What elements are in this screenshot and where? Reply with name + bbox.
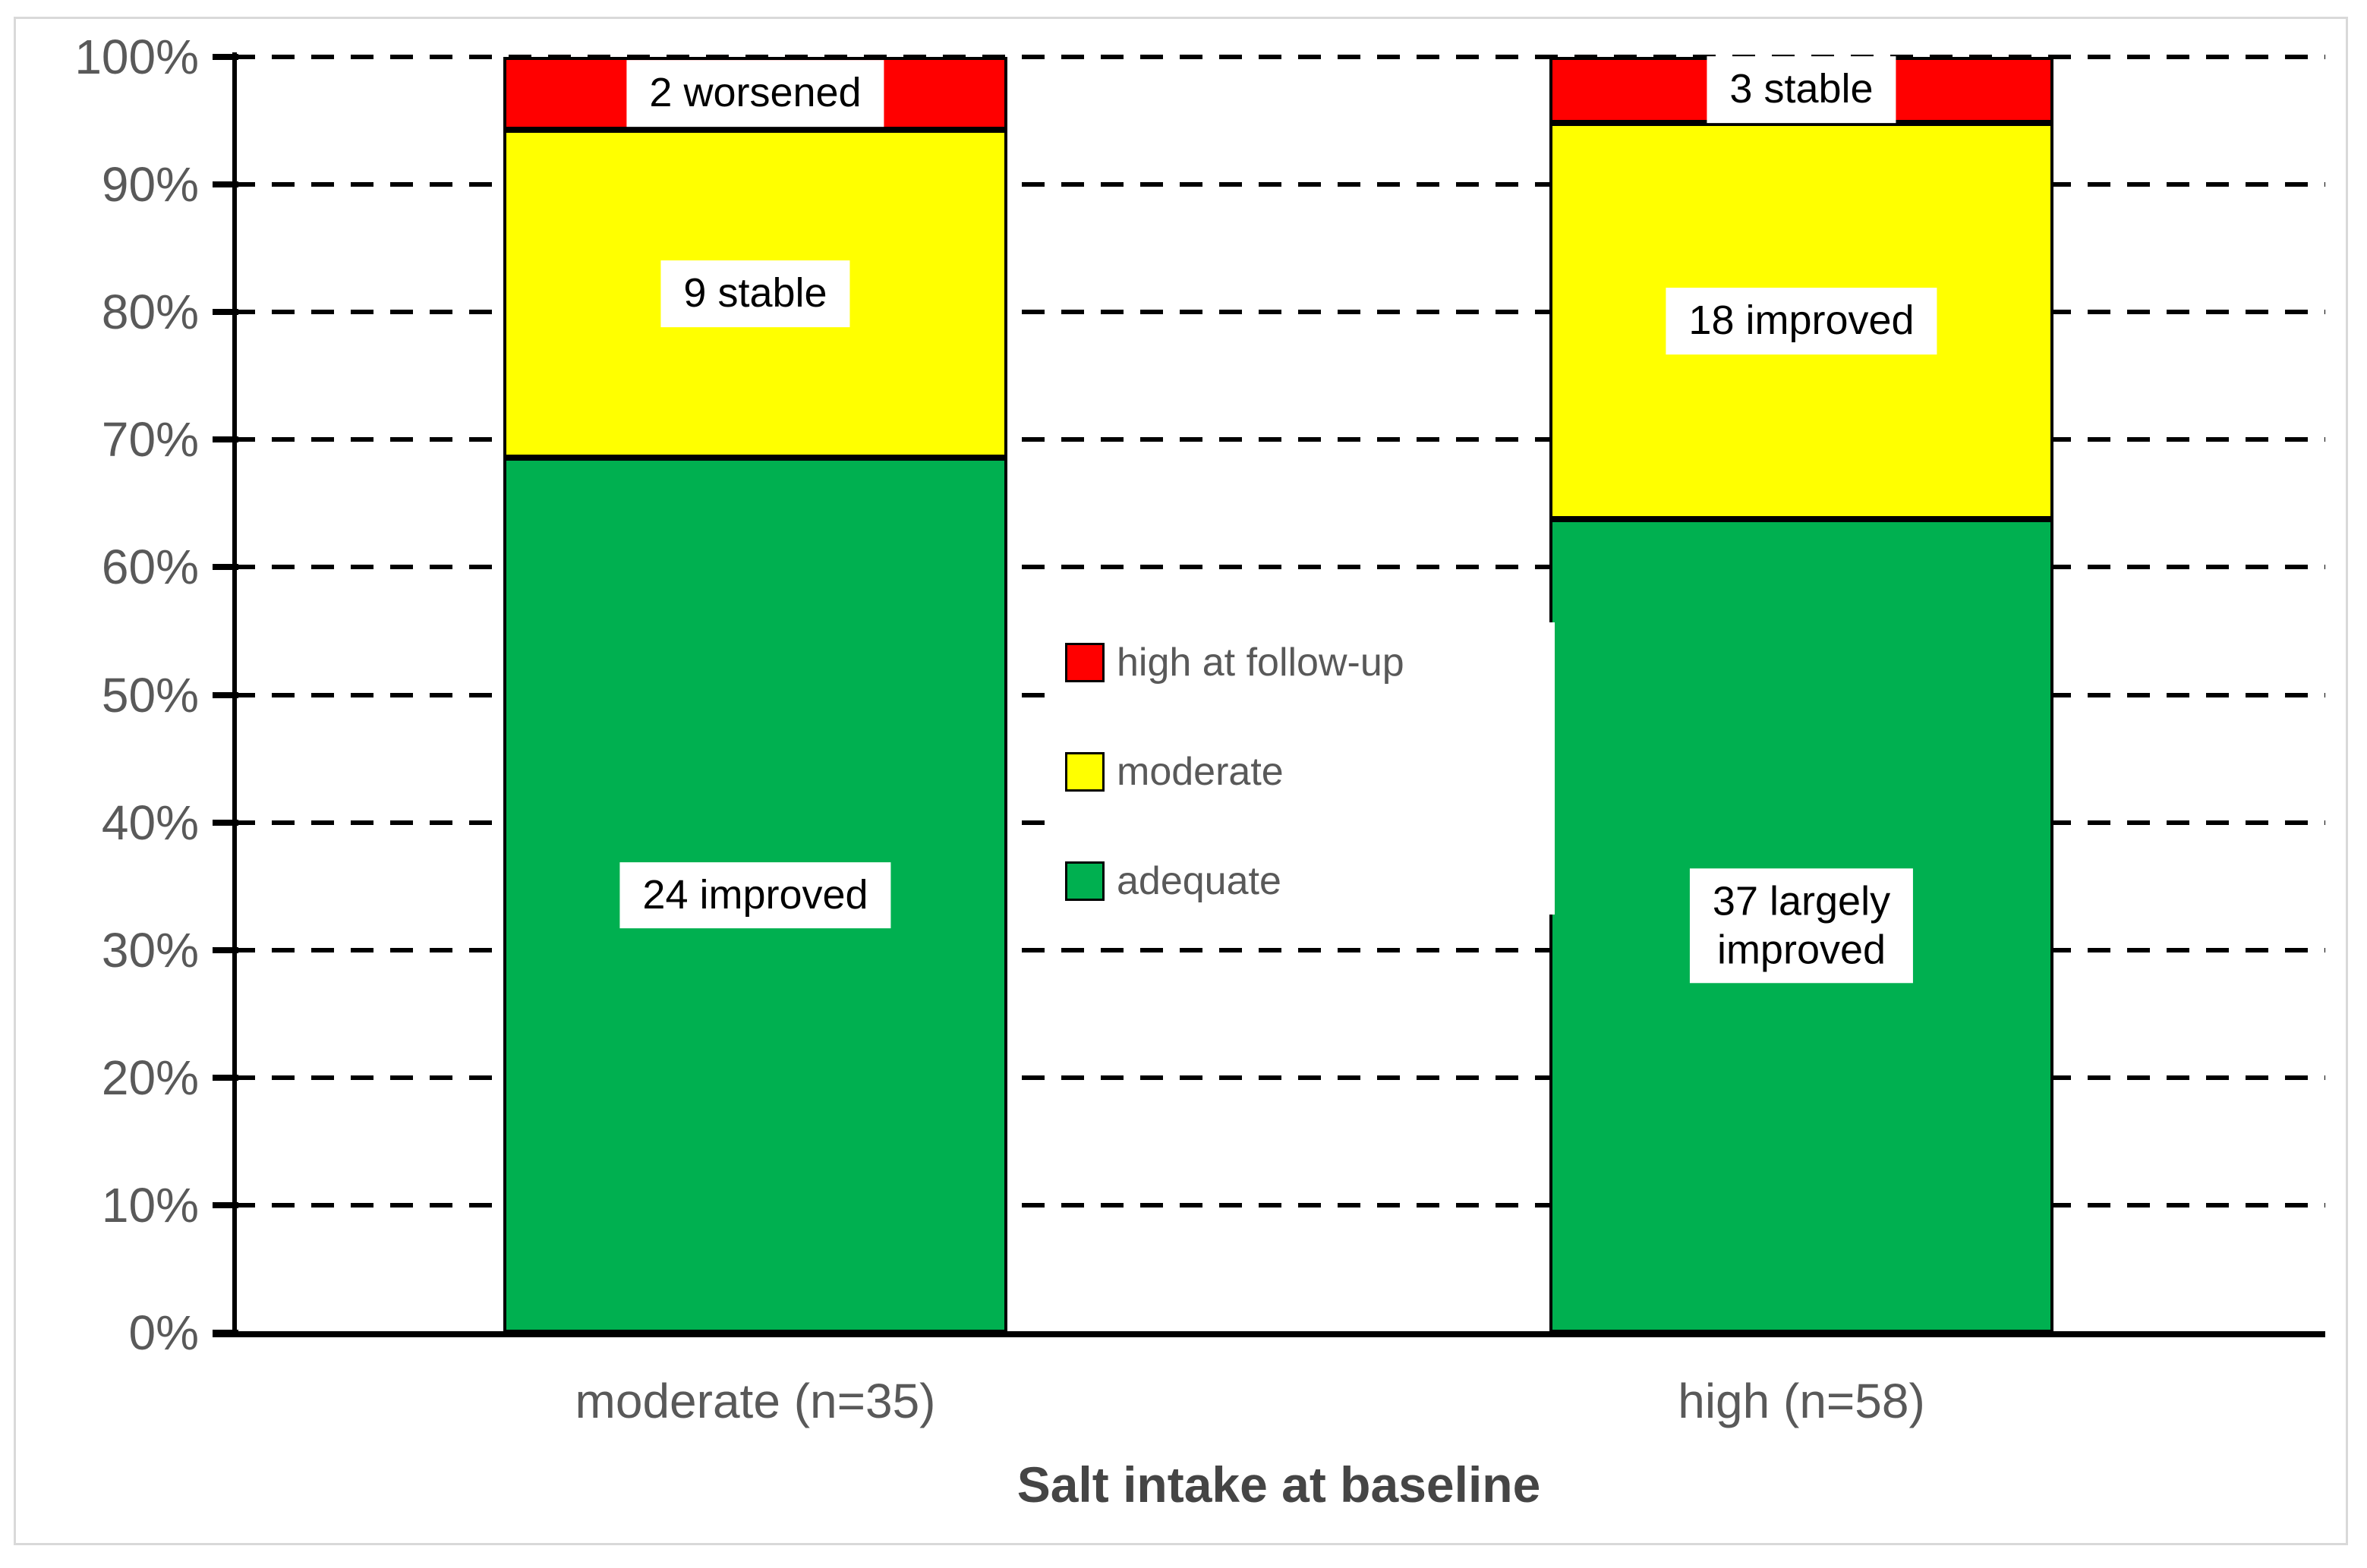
y-tick-label-50: 50% bbox=[101, 667, 199, 723]
y-tick-label-30: 30% bbox=[101, 922, 199, 978]
gridline-70 bbox=[232, 437, 2325, 442]
legend-label: high at follow-up bbox=[1117, 641, 1404, 685]
segment-label-high-at-follow-up-1: 3 stable bbox=[1707, 56, 1896, 124]
y-axis-line bbox=[232, 52, 237, 1337]
gridline-10 bbox=[232, 1202, 2325, 1207]
y-tick-label-80: 80% bbox=[101, 285, 199, 340]
legend-row-high-at-follow-up: high at follow-up bbox=[1065, 638, 1404, 688]
y-tick-label-40: 40% bbox=[101, 795, 199, 850]
y-tick-100 bbox=[213, 54, 238, 60]
y-tick-10 bbox=[213, 1201, 238, 1208]
category-label-0: moderate (n=35) bbox=[575, 1374, 936, 1428]
legend-label: moderate bbox=[1117, 750, 1284, 794]
legend-label: adequate bbox=[1117, 859, 1281, 903]
y-tick-80 bbox=[213, 309, 238, 316]
legend-row-adequate: adequate bbox=[1065, 856, 1281, 906]
gridline-100 bbox=[232, 55, 2325, 59]
y-tick-label-100: 100% bbox=[74, 30, 199, 84]
segment-label-high-at-follow-up-0: 2 worsened bbox=[626, 60, 884, 127]
y-tick-60 bbox=[213, 564, 238, 571]
x-axis-line bbox=[213, 1331, 2325, 1337]
y-tick-40 bbox=[213, 819, 238, 826]
y-tick-label-10: 10% bbox=[101, 1177, 199, 1233]
y-tick-label-90: 90% bbox=[101, 157, 199, 213]
y-tick-label-0: 0% bbox=[128, 1305, 200, 1360]
y-tick-20 bbox=[213, 1074, 238, 1081]
x-axis-title: Salt intake at baseline bbox=[1016, 1456, 1541, 1513]
gridline-30 bbox=[232, 947, 2325, 952]
segment-label-adequate-1: 37 largely improved bbox=[1689, 868, 1914, 984]
legend: high at follow-up moderate adequate bbox=[1050, 622, 1555, 915]
y-tick-30 bbox=[213, 946, 238, 953]
segment-label-moderate-0: 9 stable bbox=[660, 260, 850, 328]
y-tick-90 bbox=[213, 181, 238, 188]
gridline-60 bbox=[232, 565, 2325, 570]
gridline-90 bbox=[232, 182, 2325, 187]
y-tick-label-60: 60% bbox=[101, 540, 199, 595]
y-tick-70 bbox=[213, 436, 238, 443]
y-tick-50 bbox=[213, 691, 238, 698]
legend-swatch-adequate bbox=[1065, 861, 1105, 901]
category-label-1: high (n=58) bbox=[1678, 1374, 1925, 1428]
segment-label-moderate-1: 18 improved bbox=[1666, 287, 1937, 354]
legend-row-moderate: moderate bbox=[1065, 747, 1284, 797]
legend-swatch-high-at-follow-up bbox=[1065, 643, 1105, 682]
gridline-80 bbox=[232, 310, 2325, 315]
segment-label-adequate-0: 24 improved bbox=[619, 861, 891, 929]
y-tick-label-20: 20% bbox=[101, 1050, 199, 1105]
y-tick-label-70: 70% bbox=[101, 412, 199, 468]
legend-swatch-moderate bbox=[1065, 752, 1105, 792]
gridline-20 bbox=[232, 1075, 2325, 1080]
